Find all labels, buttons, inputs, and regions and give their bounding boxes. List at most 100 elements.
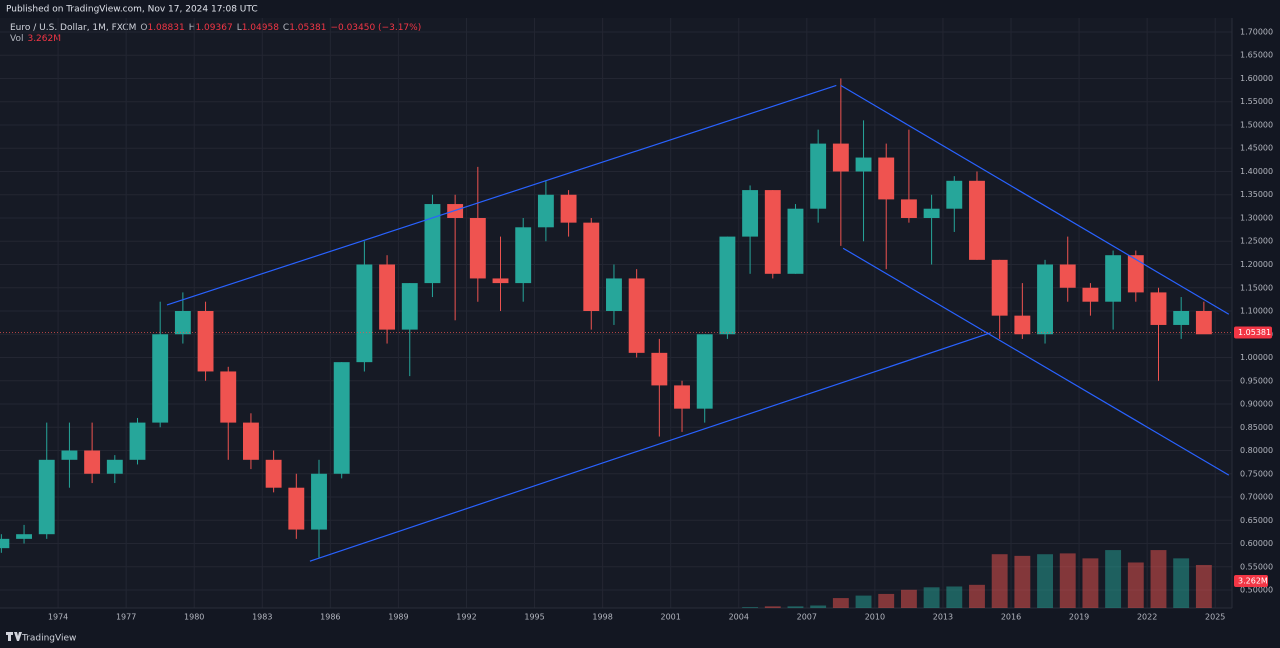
candle-body [1195,311,1212,335]
x-tick-label: 1974 [48,613,68,622]
y-tick-label: 0.60000 [1240,539,1273,548]
last-volume-badge [1234,575,1268,588]
candle-body [900,199,917,218]
candle-body [515,227,532,284]
y-tick-label: 0.75000 [1240,469,1273,478]
h-label: H [189,23,196,33]
y-tick-label: 0.80000 [1240,446,1273,455]
candle-body [16,534,32,539]
last-volume-label: 3.262M [1238,577,1268,586]
candle-body [1105,255,1122,302]
y-tick-label: 0.85000 [1240,423,1273,432]
candle-body [197,311,214,372]
candle-body [311,473,327,530]
vol-legend: Vol 3.262M [10,34,61,44]
candle-body [1082,287,1099,302]
candle-body [1014,315,1031,335]
volume-bar [878,593,895,608]
candle-body [969,180,985,260]
x-tick-label: 2016 [1001,613,1021,622]
c-label: C [283,23,289,33]
candle-body [606,278,622,312]
x-tick-label: 2001 [661,613,681,622]
y-tick-label: 1.10000 [1240,307,1273,316]
candle-body [492,278,509,284]
l-label: L [237,23,242,33]
volume-bar [742,607,759,608]
candle-body [84,450,101,474]
y-tick-label: 0.70000 [1240,493,1273,502]
h: 1.09367 [195,23,232,33]
brand: TradingView [21,634,76,644]
x-tick-label: 1986 [320,613,340,622]
symbol: Euro / U.S. Dollar, 1M, FXCM [10,23,136,33]
volume-bar [991,554,1008,608]
candle-body [583,222,600,312]
volume-bar [1105,550,1122,608]
y-tick-label: 1.60000 [1240,74,1273,83]
x-tick-label: 2013 [933,613,953,622]
candle-body [1127,255,1144,293]
x-tick-label: 1998 [592,613,612,622]
candle-body [810,143,827,209]
volume-bar [923,587,940,608]
volume-bar [855,595,872,608]
x-tick-label: 2019 [1069,613,1089,622]
candle-body [0,538,10,549]
published: Published on TradingView.com, Nov 17, 20… [6,5,258,15]
x-tick-label: 2022 [1137,613,1157,622]
candle-body [742,190,759,237]
y-tick-label: 0.90000 [1240,400,1273,409]
candle-body [855,157,872,172]
y-tick-label: 1.15000 [1240,283,1273,292]
y-tick-label: 0.95000 [1240,376,1273,385]
candle-body [469,217,486,279]
x-tick-label: 2010 [865,613,885,622]
y-tick-label: 1.50000 [1240,120,1273,129]
legend: Euro / U.S. Dollar, 1M, FXCM O1.08831 H1.0… [10,23,421,33]
y-tick-label: 1.00000 [1240,353,1273,362]
volume-bar [832,598,849,608]
candle-body [560,194,577,223]
y-tick-label: 1.30000 [1240,213,1273,222]
y-tick-label: 0.55000 [1240,562,1273,571]
candle-body [288,487,305,530]
candle-body [991,259,1008,316]
candle-body [719,236,736,335]
y-tick-label: 1.20000 [1240,260,1273,269]
volume-bar [1014,555,1031,608]
trendline [166,84,837,306]
candle-body [61,450,78,460]
o: 1.08831 [147,23,184,33]
candle-body [356,264,373,363]
candle-body [1150,292,1167,325]
volume-bar [1173,558,1190,608]
candle-body [832,143,849,172]
x-tick-label: 1980 [184,613,204,622]
x-tick-label: 2007 [797,613,817,622]
candle-body [1059,264,1076,288]
x-tick-label: 1983 [252,613,272,622]
y-tick-label: 1.35000 [1240,190,1273,199]
candle-body [401,283,418,330]
trendline [309,332,991,562]
volume-bar [1150,550,1167,608]
candle-body [106,459,123,474]
volume-bar [1059,553,1076,608]
volume-bar [969,584,985,608]
l: 1.04958 [242,23,279,33]
candle-body [333,362,350,474]
volume-bar [1127,562,1144,608]
x-tick-label: 1977 [116,613,136,622]
o-label: O [140,23,147,33]
y-tick-label: 1.65000 [1240,51,1273,60]
candle-body [129,422,146,460]
candle-body [174,311,191,335]
y-tick-label: 1.40000 [1240,167,1273,176]
candle-body [424,204,441,284]
last-price-badge [1234,326,1272,339]
volume-bar [1037,554,1053,608]
candle-body [651,352,668,386]
